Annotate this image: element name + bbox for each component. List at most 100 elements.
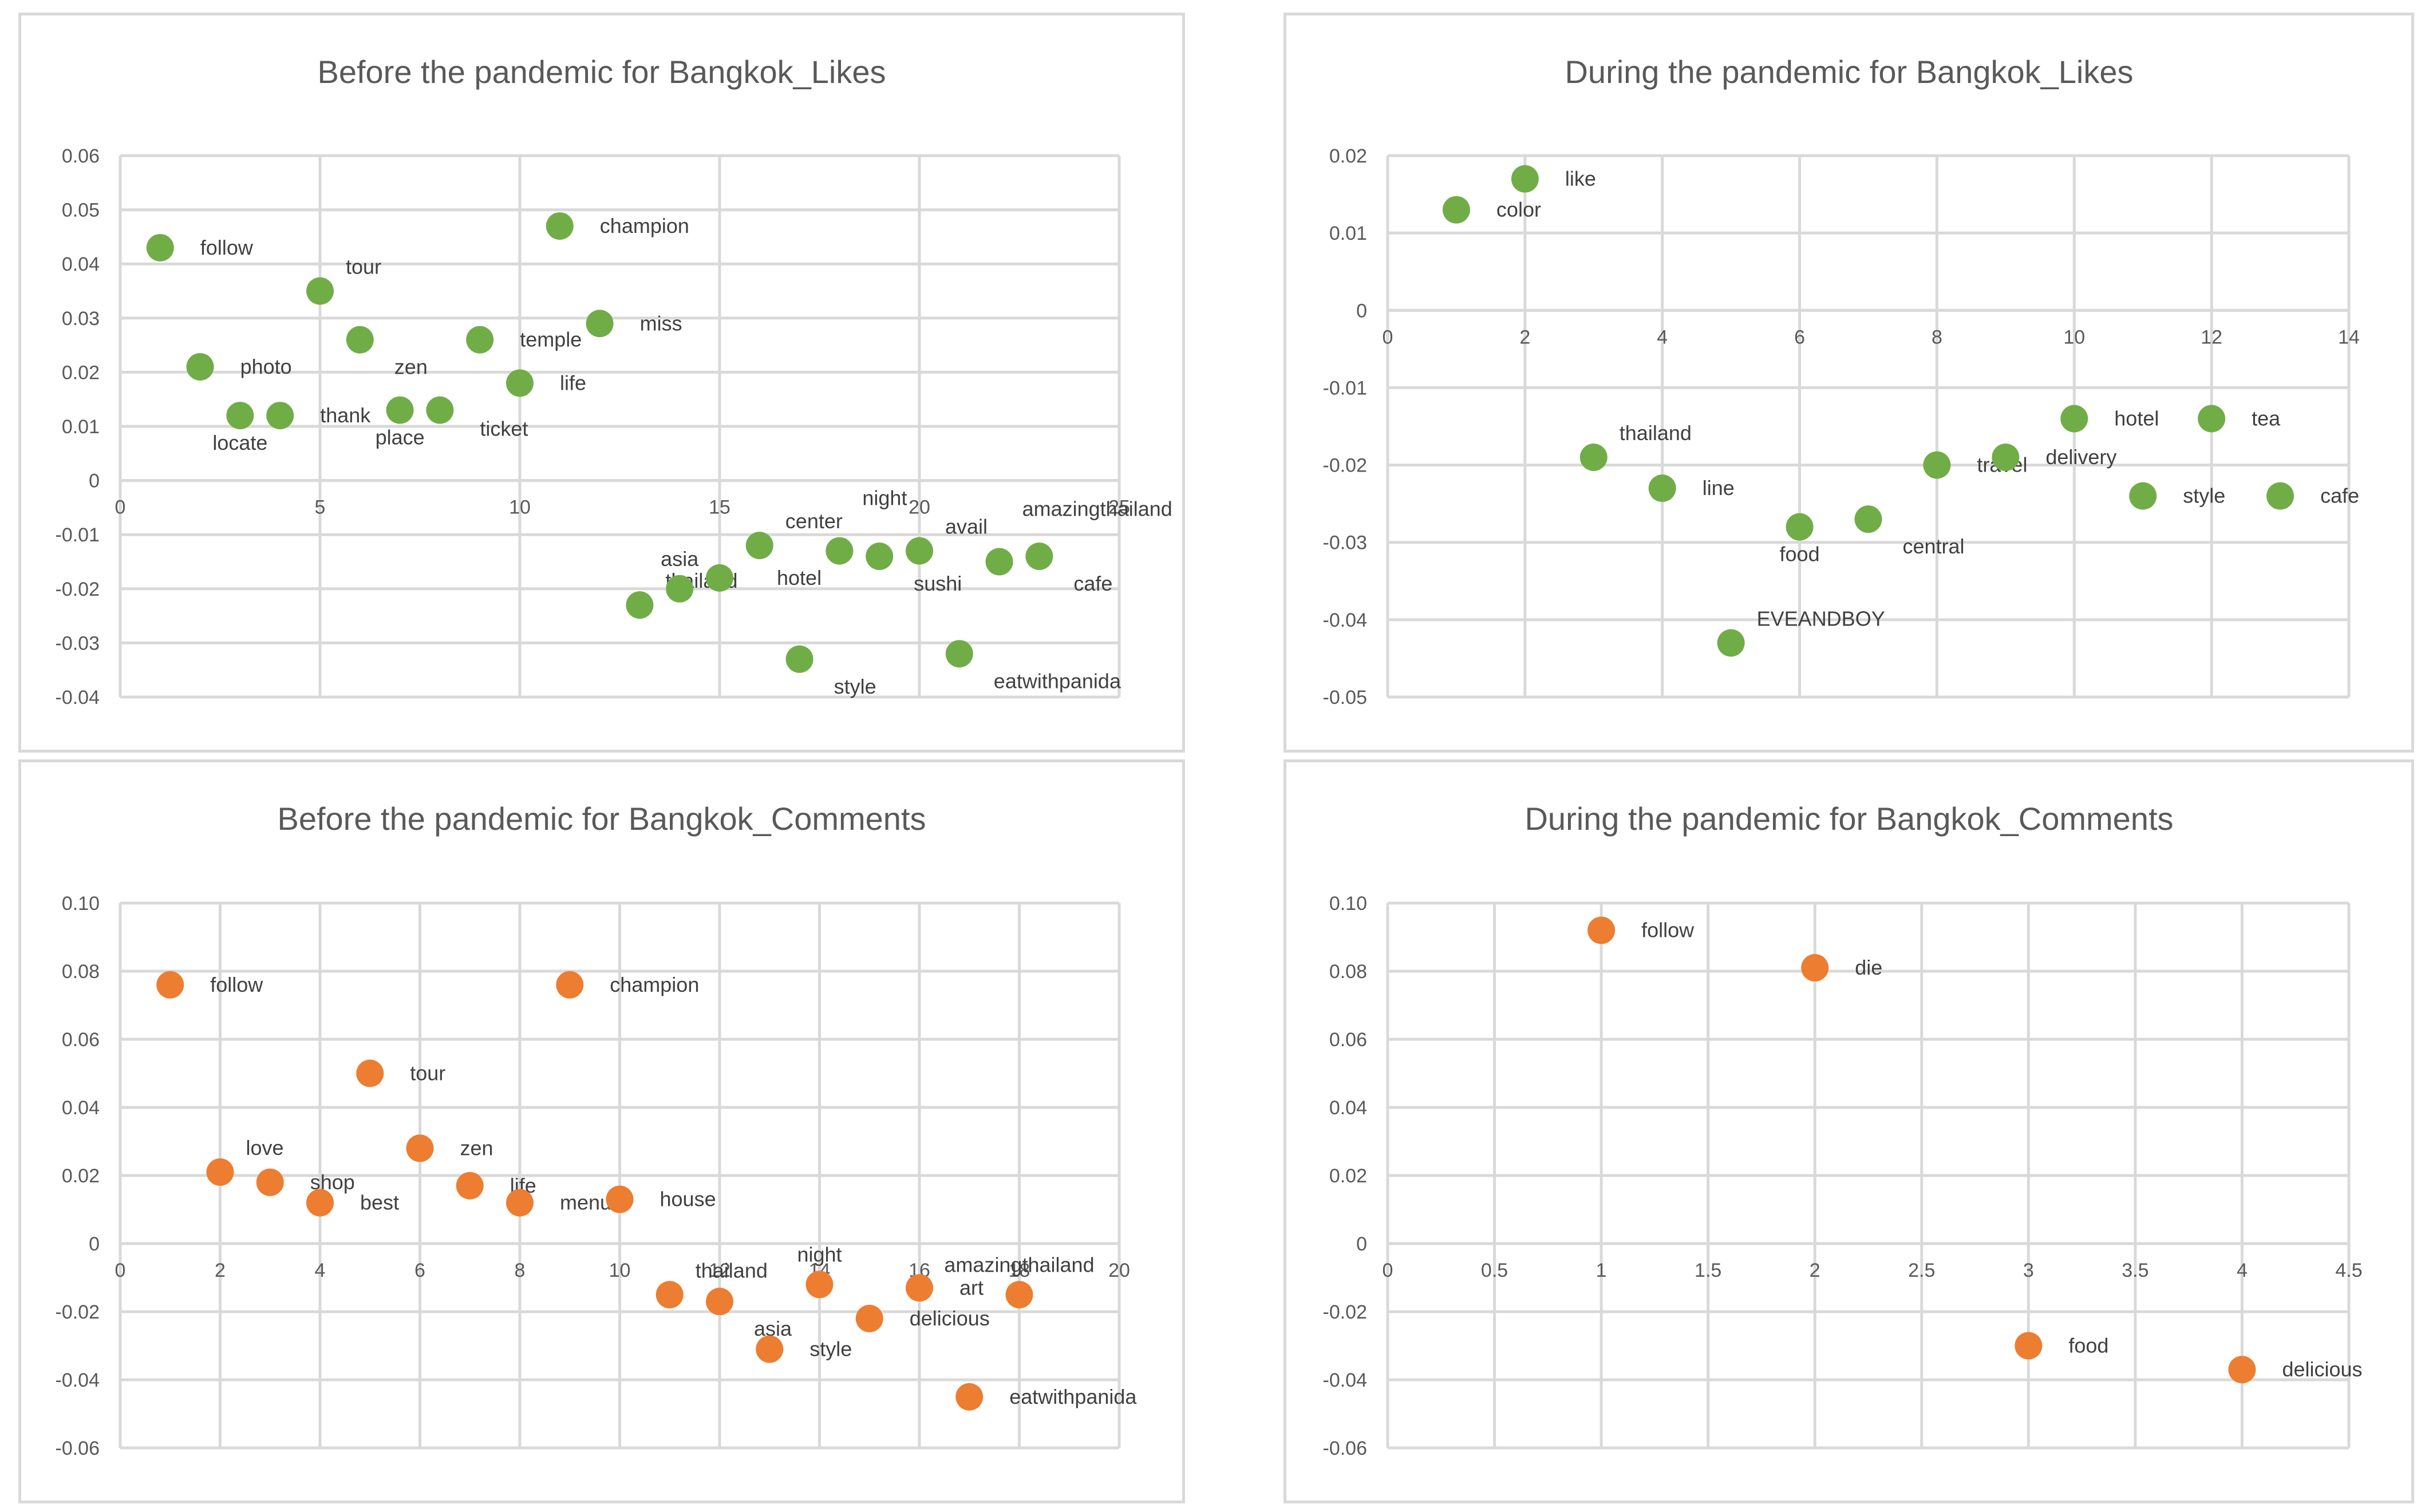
data-label-sushi: sushi	[914, 572, 962, 595]
data-label-style: style	[809, 1337, 852, 1360]
data-point-follow	[146, 233, 174, 262]
data-point-thailand	[655, 1281, 684, 1309]
x-tick-label: 0	[115, 497, 126, 518]
x-tick-label: 20	[909, 497, 930, 518]
data-label-food: food	[2068, 1334, 2108, 1357]
data-label-love: love	[246, 1136, 284, 1159]
data-label-ticket: ticket	[480, 417, 528, 441]
x-tick-label: 4	[315, 1260, 326, 1281]
data-point-amazingthailand	[985, 548, 1013, 576]
y-tick-label: 0.06	[62, 1029, 100, 1051]
data-point-ticket	[426, 396, 454, 424]
data-point-eatwithpanida	[945, 640, 973, 668]
x-tick-label: 0	[1383, 326, 1393, 348]
data-label-line: line	[1703, 476, 1735, 500]
data-point-cafe	[1025, 543, 1053, 571]
x-tick-label: 10	[609, 1260, 631, 1281]
y-tick-label: 0.04	[62, 1097, 100, 1119]
data-label-center: center	[785, 509, 843, 533]
data-label-night: night	[862, 486, 907, 510]
data-label-follow: follow	[210, 973, 263, 996]
data-point-night	[805, 1270, 834, 1299]
data-point-miss	[586, 310, 614, 338]
data-label-menu: menu	[560, 1191, 611, 1214]
x-tick-label: 10	[509, 497, 531, 518]
data-label-asia: asia	[661, 547, 699, 571]
y-tick-label: 0.02	[1329, 145, 1367, 167]
y-tick-label: -0.01	[56, 524, 100, 546]
y-tick-label: 0	[1356, 300, 1367, 322]
data-point-photo	[186, 353, 214, 381]
data-point-thailand	[1579, 444, 1608, 472]
data-label-style: style	[2183, 484, 2225, 508]
y-tick-label: -0.03	[1323, 532, 1368, 554]
data-label-art: art	[959, 1276, 984, 1299]
y-tick-label: 0.02	[62, 362, 100, 383]
data-point-die	[1801, 954, 1829, 982]
y-tick-label: 0.04	[62, 254, 100, 275]
data-label-central: central	[1903, 535, 1965, 558]
x-tick-label: 5	[315, 497, 326, 518]
y-tick-label: -0.04	[1323, 609, 1368, 631]
data-label-cafe: cafe	[2320, 484, 2359, 508]
x-tick-label: 12	[2201, 326, 2222, 348]
y-tick-label: -0.02	[1323, 1301, 1368, 1323]
data-label-tour: tour	[346, 255, 381, 279]
y-tick-label: 0.05	[62, 200, 100, 221]
x-tick-label: 6	[1794, 326, 1805, 348]
data-label-delicious: delicious	[2282, 1357, 2362, 1381]
chart-title: During the pandemic for Bangkok_Comments	[1524, 801, 2173, 837]
data-point-style	[2129, 482, 2157, 510]
data-point-champion	[546, 212, 574, 240]
data-label-follow: follow	[200, 236, 254, 259]
x-tick-label: 18	[1009, 1260, 1030, 1281]
data-label-thank: thank	[320, 403, 371, 427]
y-tick-label: 0.06	[62, 145, 100, 167]
data-label-delivery: delivery	[2045, 445, 2116, 469]
data-label-life: life	[560, 371, 586, 394]
data-point-EVEANDBOY	[1717, 629, 1745, 657]
x-tick-label: 2	[1519, 326, 1530, 348]
data-point-cafe	[2266, 482, 2294, 510]
y-tick-label: 0.04	[1329, 1097, 1367, 1119]
data-label-eatwithpanida: eatwithpanida	[994, 669, 1121, 692]
x-tick-label: 8	[1932, 326, 1942, 348]
data-label-hotel: hotel	[2114, 406, 2159, 430]
data-point-eatwithpanida	[955, 1383, 984, 1411]
data-point-like	[1511, 165, 1539, 193]
x-tick-label: 2	[1810, 1260, 1820, 1281]
x-tick-label: 3.5	[2122, 1260, 2148, 1281]
data-point-food	[2015, 1332, 2043, 1360]
data-point-tour	[356, 1059, 384, 1087]
y-tick-label: -0.06	[56, 1438, 100, 1459]
x-tick-label: 8	[515, 1260, 526, 1281]
data-point-hotel	[706, 564, 733, 592]
y-tick-label: -0.02	[1323, 455, 1368, 477]
data-label-eatwithpanida: eatwithpanida	[1009, 1385, 1137, 1408]
y-tick-label: -0.02	[56, 1301, 100, 1323]
x-tick-label: 14	[2338, 326, 2360, 348]
x-tick-label: 1.5	[1695, 1260, 1721, 1281]
data-point-zen	[346, 326, 374, 354]
data-point-zen	[406, 1134, 434, 1162]
y-tick-label: -0.04	[1323, 1369, 1368, 1391]
data-point-menu	[506, 1189, 534, 1217]
data-label-house: house	[660, 1188, 716, 1211]
data-label-zen: zen	[394, 355, 428, 379]
data-point-amazingthailand	[1005, 1281, 1033, 1309]
data-label-like: like	[1565, 167, 1596, 191]
data-point-style	[785, 645, 813, 673]
data-label-tour: tour	[410, 1062, 445, 1085]
y-tick-label: -0.04	[56, 1369, 100, 1391]
data-label-die: die	[1855, 956, 1882, 979]
y-tick-label: 0.01	[1329, 223, 1367, 244]
data-point-tea	[2198, 405, 2226, 433]
y-tick-label: 0	[89, 470, 100, 492]
data-label-thailand: thailand	[1620, 421, 1692, 445]
x-tick-label: 4.5	[2335, 1260, 2362, 1281]
data-point-art	[906, 1274, 933, 1302]
data-point-tour	[306, 277, 334, 305]
data-point-avail	[906, 537, 933, 565]
data-point-locate	[226, 402, 254, 430]
